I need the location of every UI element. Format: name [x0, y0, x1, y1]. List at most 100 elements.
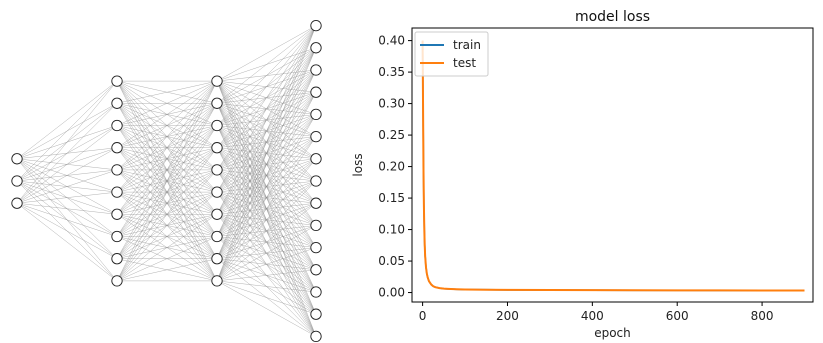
connection-line — [216, 269, 317, 282]
y-tick-label: 0.40 — [378, 34, 405, 48]
connection-line — [216, 114, 317, 282]
connection-line — [116, 147, 218, 282]
connection-line — [216, 203, 317, 282]
neuron-node-layer-3 — [310, 108, 322, 121]
connection-line — [116, 258, 218, 282]
connection-line — [16, 191, 118, 204]
neuron-node-layer-3 — [310, 175, 322, 187]
connection-line — [16, 80, 118, 182]
connection-line — [116, 80, 218, 104]
connection-line — [216, 136, 317, 282]
y-tick-label: 0.20 — [378, 160, 405, 174]
legend-label-train: train — [453, 38, 481, 52]
connection-line — [216, 158, 317, 282]
connection-line — [116, 80, 218, 259]
connection-line — [116, 236, 218, 282]
neuron-node-layer-3 — [310, 64, 322, 76]
neuron-node-layer-2 — [211, 253, 223, 265]
connection-line — [216, 280, 317, 337]
neuron-node-layer-3 — [310, 153, 322, 165]
y-tick-label: 0.00 — [378, 286, 405, 300]
neuron-node-layer-1 — [111, 186, 123, 198]
connection-line — [216, 25, 317, 237]
x-tick-label: 600 — [666, 309, 689, 323]
connection-line — [216, 25, 317, 104]
network-connections — [16, 25, 317, 337]
connection-line — [116, 80, 218, 282]
connection-line — [216, 25, 317, 126]
neuron-node-layer-2 — [211, 230, 223, 243]
connection-line — [216, 25, 317, 281]
connection-line — [216, 25, 317, 82]
connection-line — [16, 202, 118, 237]
neuron-node-layer-2 — [211, 186, 223, 198]
connection-line — [216, 92, 317, 282]
x-tick-label: 400 — [581, 309, 604, 323]
neuron-node-layer-2 — [211, 119, 223, 132]
connection-line — [116, 80, 218, 237]
connection-line — [116, 80, 218, 148]
y-tick-label: 0.25 — [378, 128, 405, 142]
y-tick-label: 0.10 — [378, 223, 405, 237]
plot-frame — [411, 27, 814, 303]
neuron-node-layer-1 — [111, 97, 123, 109]
connection-line — [216, 280, 317, 315]
legend-box — [414, 31, 489, 77]
neuron-node-layer-1 — [111, 75, 123, 87]
neuron-node-layer-0 — [11, 153, 23, 165]
neuron-node-layer-3 — [310, 308, 322, 320]
y-tick-label: 0.30 — [378, 97, 405, 111]
neuron-node-layer-1 — [111, 230, 123, 243]
connection-line — [16, 103, 118, 204]
network-nodes — [11, 19, 322, 343]
connection-line — [16, 202, 118, 215]
legend: train test — [414, 31, 489, 77]
connection-line — [216, 25, 317, 215]
connection-line — [116, 191, 218, 282]
connection-line — [116, 80, 218, 193]
y-axis-label: loss — [351, 153, 365, 176]
connection-line — [216, 69, 317, 281]
connection-line — [216, 25, 317, 259]
neuron-node-layer-3 — [310, 197, 322, 209]
chart-title: model loss — [575, 9, 650, 25]
neuron-node-layer-3 — [310, 286, 322, 298]
series-line-test — [421, 40, 805, 292]
x-tick-label: 200 — [496, 309, 519, 323]
connection-line — [216, 25, 317, 171]
neuron-node-layer-1 — [111, 275, 123, 287]
x-tick-label: 800 — [751, 309, 774, 323]
connection-line — [116, 125, 218, 282]
connection-line — [16, 169, 118, 204]
series-layer — [421, 40, 805, 292]
neuron-node-layer-3 — [310, 86, 322, 98]
connection-line — [116, 80, 218, 126]
neuron-node-layer-3 — [310, 264, 322, 276]
x-axis-label: epoch — [594, 326, 631, 340]
neuron-node-layer-2 — [211, 208, 223, 220]
connection-line — [116, 214, 218, 282]
connection-line — [16, 125, 118, 204]
connection-line — [16, 80, 118, 204]
connection-line — [216, 47, 317, 281]
connection-line — [216, 180, 317, 282]
y-tick-label: 0.05 — [378, 254, 405, 268]
neuron-node-layer-2 — [211, 164, 223, 176]
connection-line — [116, 80, 218, 171]
neuron-node-layer-2 — [211, 97, 223, 109]
connection-line — [216, 225, 317, 282]
connection-line — [16, 203, 118, 282]
connection-line — [16, 203, 118, 259]
neuron-node-layer-2 — [211, 275, 223, 287]
y-tick-label: 0.35 — [378, 65, 405, 79]
connection-line — [216, 25, 317, 193]
neuron-node-layer-3 — [310, 219, 322, 232]
connection-line — [216, 280, 317, 293]
connection-line — [216, 247, 317, 282]
neuron-node-layer-3 — [310, 130, 322, 143]
neuron-node-layer-1 — [111, 142, 123, 154]
connection-line — [116, 80, 218, 215]
ticks-layer: 0 200 400 600 800 0.00 0.05 0.10 0.15 0.20 0.25 0.3… — [378, 34, 773, 323]
series-line-train — [421, 40, 805, 292]
